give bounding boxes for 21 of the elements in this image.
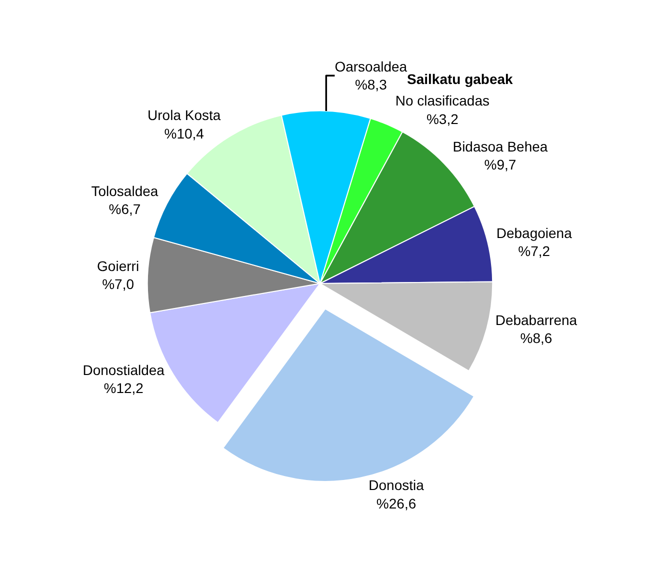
data-label: %10,4	[164, 125, 204, 142]
slice-label: Debagoiena	[496, 225, 572, 242]
data-label: %6,7	[108, 201, 141, 218]
slice-label: Oarsoaldea	[334, 58, 408, 74]
slice-label: Debabarrena	[495, 312, 578, 328]
slice-label: Bidasoa Behea	[452, 138, 548, 154]
slice-label: Donostia	[368, 477, 424, 494]
slice-label: Tolosaldea	[91, 182, 158, 199]
data-label: %9,7	[484, 156, 516, 172]
data-label: %8,3	[354, 76, 388, 93]
text: Sailkatu gabeak	[407, 71, 514, 87]
data-label: %26,6	[376, 495, 416, 512]
slice-label: Goierri	[97, 258, 140, 274]
slice-label: Urola Kosta	[148, 107, 221, 124]
data-label: %7,2	[518, 243, 550, 260]
slice-label: No clasificadas	[395, 92, 490, 109]
data-label: %7,0	[102, 276, 134, 292]
data-label: %12,2	[104, 380, 144, 396]
data-label: %3,2	[426, 110, 459, 127]
slice-label: Donostialdea	[82, 362, 165, 378]
data-label: %8,6	[520, 330, 552, 346]
